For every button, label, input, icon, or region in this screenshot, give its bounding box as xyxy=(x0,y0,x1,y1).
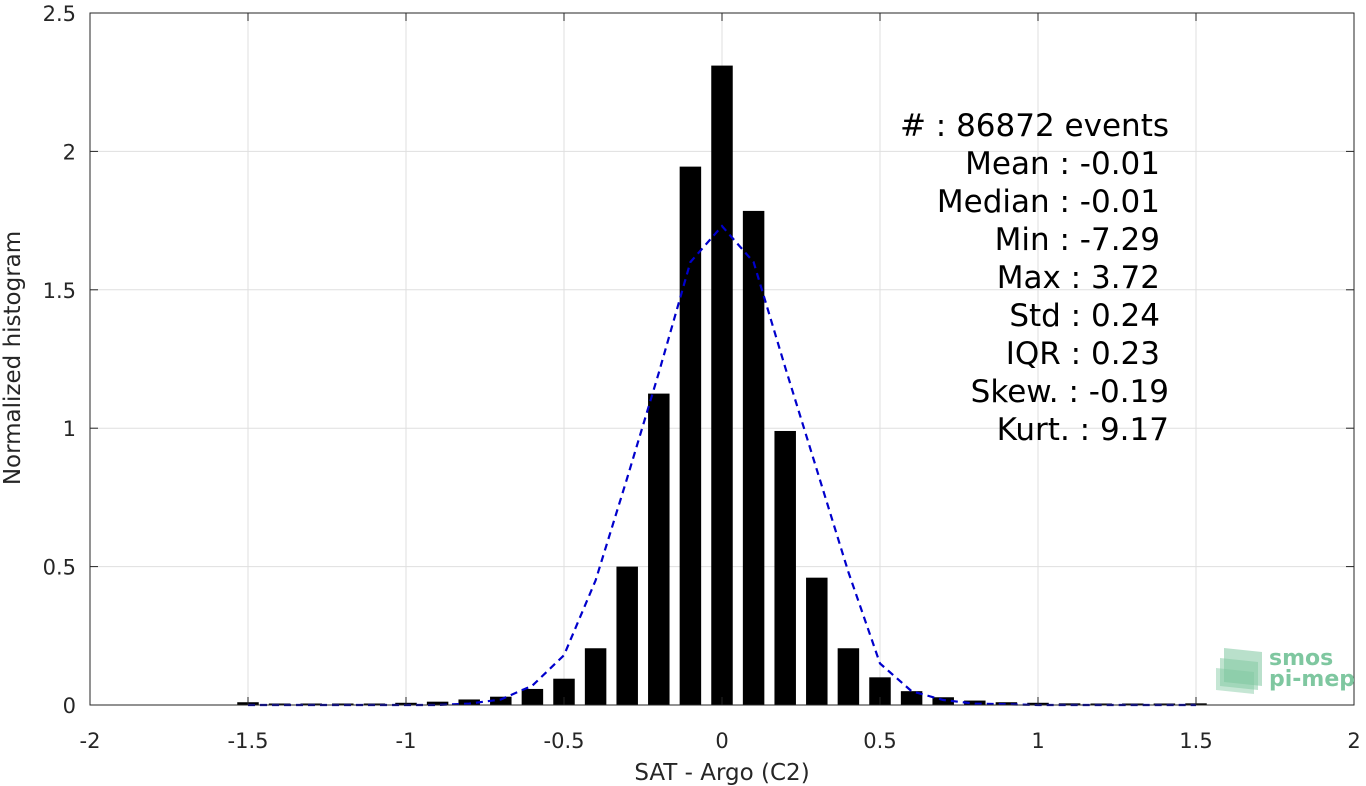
x-tick-label: 0.5 xyxy=(863,729,896,753)
histogram-bar xyxy=(995,702,1018,705)
stat-median: Median : -0.01 xyxy=(937,184,1160,220)
histogram-bar xyxy=(1058,703,1081,705)
histogram-bar xyxy=(679,166,702,705)
stat-mean: Mean : -0.01 xyxy=(965,146,1160,182)
histogram-bar xyxy=(648,393,670,705)
histogram-bar xyxy=(553,678,575,705)
stat-std: Std : 0.24 xyxy=(1009,298,1160,334)
logo-wave-icon xyxy=(1216,648,1262,694)
histogram-bar xyxy=(584,648,607,705)
y-tick-label: 2.5 xyxy=(43,2,76,26)
smos-pimep-logo: smos pi-mep xyxy=(1216,646,1355,694)
histogram-bar xyxy=(932,697,954,705)
bars xyxy=(237,65,1207,706)
histogram-bar xyxy=(490,696,512,705)
logo-line1: smos xyxy=(1269,646,1333,671)
logo-line2: pi-mep xyxy=(1269,667,1355,692)
x-tick-label: -2 xyxy=(80,729,101,753)
x-tick-label: -1 xyxy=(396,729,417,753)
histogram-bar xyxy=(616,566,638,705)
fit-curve-group xyxy=(248,224,1196,707)
normal-fit-curve xyxy=(248,224,1196,707)
histogram-bar xyxy=(521,688,544,705)
stat-min: Min : -7.29 xyxy=(995,222,1160,258)
x-tick-label: 2 xyxy=(1347,729,1360,753)
x-tick-label: -1.5 xyxy=(228,729,269,753)
stat-skew: Skew. : -0.19 xyxy=(971,374,1169,410)
histogram-bar xyxy=(742,210,765,706)
plot-frame xyxy=(89,12,1355,706)
histogram-bar xyxy=(711,65,733,706)
stats-box: # : 86872 events Mean : -0.01 Median : -… xyxy=(900,108,1169,448)
y-tick-label: 1.5 xyxy=(43,279,76,303)
axes xyxy=(89,12,1355,706)
histogram-bar xyxy=(837,648,860,705)
histogram-bar xyxy=(268,703,291,705)
stat-events: # : 86872 events xyxy=(900,108,1169,144)
histogram-bar xyxy=(900,691,923,705)
x-tick-label: 1 xyxy=(1031,729,1044,753)
histogram-bar xyxy=(332,703,354,705)
x-tick-label: 0 xyxy=(715,729,728,753)
y-tick-label: 1 xyxy=(63,417,76,441)
histogram-bar xyxy=(458,699,480,705)
x-tick-label: -0.5 xyxy=(544,729,585,753)
y-axis-label: Normalized histogram xyxy=(0,231,26,485)
x-axis-label: SAT - Argo (C2) xyxy=(634,760,809,786)
y-tick-label: 0.5 xyxy=(43,556,76,580)
tick-labels: -2 -1.5 -1 -0.5 0 0.5 1 1.5 2 0 0.5 1 1.5 2 2.5 xyxy=(43,2,1361,753)
histogram-bar xyxy=(869,677,891,705)
stat-kurt: Kurt. : 9.17 xyxy=(997,412,1169,448)
y-tick-label: 0 xyxy=(63,694,76,718)
histogram-bar xyxy=(426,701,449,705)
histogram-bar xyxy=(1153,703,1176,705)
stat-iqr: IQR : 0.23 xyxy=(1006,336,1160,372)
histogram-bar xyxy=(774,430,796,705)
histogram-bar xyxy=(806,577,828,705)
x-tick-label: 1.5 xyxy=(1179,729,1212,753)
stat-max: Max : 3.72 xyxy=(997,260,1160,296)
y-tick-label: 2 xyxy=(63,140,76,164)
